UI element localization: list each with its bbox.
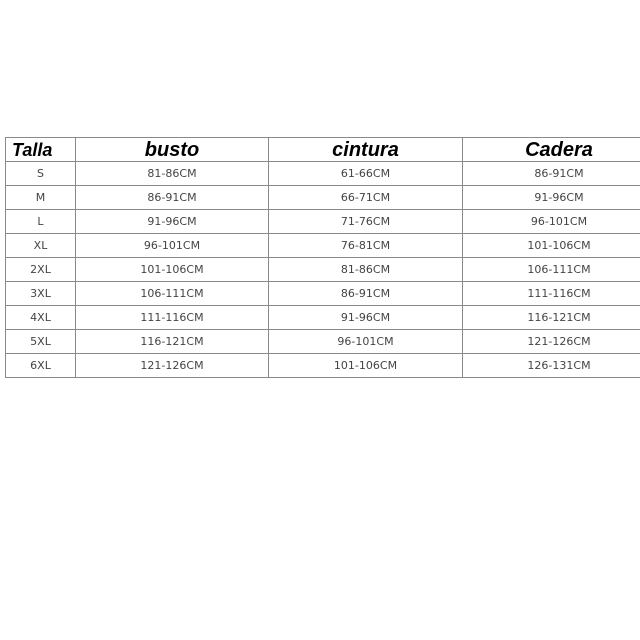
hip-cell: 121-126CM (462, 329, 640, 354)
table-row: 4XL 111-116CM 91-96CM 116-121CM (5, 305, 640, 330)
hip-cell: 126-131CM (462, 353, 640, 378)
size-cell: 5XL (5, 329, 76, 354)
hip-cell: 116-121CM (462, 305, 640, 330)
table-row: 6XL 121-126CM 101-106CM 126-131CM (5, 353, 640, 378)
table-row: 2XL 101-106CM 81-86CM 106-111CM (5, 257, 640, 282)
size-chart-table: Talla busto cintura Cadera S 81-86CM 61-66… (5, 137, 640, 378)
header-cadera: Cadera (462, 137, 640, 162)
waist-cell: 91-96CM (268, 305, 463, 330)
waist-cell: 96-101CM (268, 329, 463, 354)
header-cintura: cintura (268, 137, 463, 162)
table-row: 5XL 116-121CM 96-101CM 121-126CM (5, 329, 640, 354)
size-cell: 6XL (5, 353, 76, 378)
table-row: 3XL 106-111CM 86-91CM 111-116CM (5, 281, 640, 306)
bust-cell: 96-101CM (75, 233, 269, 258)
bust-cell: 81-86CM (75, 161, 269, 186)
bust-cell: 101-106CM (75, 257, 269, 282)
header-talla: Talla (5, 137, 76, 162)
waist-cell: 61-66CM (268, 161, 463, 186)
bust-cell: 121-126CM (75, 353, 269, 378)
header-busto: busto (75, 137, 269, 162)
size-cell: 2XL (5, 257, 76, 282)
hip-cell: 86-91CM (462, 161, 640, 186)
size-cell: 3XL (5, 281, 76, 306)
hip-cell: 106-111CM (462, 257, 640, 282)
waist-cell: 86-91CM (268, 281, 463, 306)
waist-cell: 66-71CM (268, 185, 463, 210)
waist-cell: 101-106CM (268, 353, 463, 378)
table-row: M 86-91CM 66-71CM 91-96CM (5, 185, 640, 210)
bust-cell: 111-116CM (75, 305, 269, 330)
hip-cell: 111-116CM (462, 281, 640, 306)
header-row: Talla busto cintura Cadera (5, 137, 640, 162)
table-row: S 81-86CM 61-66CM 86-91CM (5, 161, 640, 186)
size-cell: L (5, 209, 76, 234)
hip-cell: 96-101CM (462, 209, 640, 234)
waist-cell: 76-81CM (268, 233, 463, 258)
size-cell: 4XL (5, 305, 76, 330)
bust-cell: 91-96CM (75, 209, 269, 234)
bust-cell: 86-91CM (75, 185, 269, 210)
size-cell: S (5, 161, 76, 186)
size-cell: XL (5, 233, 76, 258)
bust-cell: 106-111CM (75, 281, 269, 306)
table-row: L 91-96CM 71-76CM 96-101CM (5, 209, 640, 234)
waist-cell: 71-76CM (268, 209, 463, 234)
hip-cell: 91-96CM (462, 185, 640, 210)
hip-cell: 101-106CM (462, 233, 640, 258)
size-cell: M (5, 185, 76, 210)
waist-cell: 81-86CM (268, 257, 463, 282)
bust-cell: 116-121CM (75, 329, 269, 354)
table-row: XL 96-101CM 76-81CM 101-106CM (5, 233, 640, 258)
